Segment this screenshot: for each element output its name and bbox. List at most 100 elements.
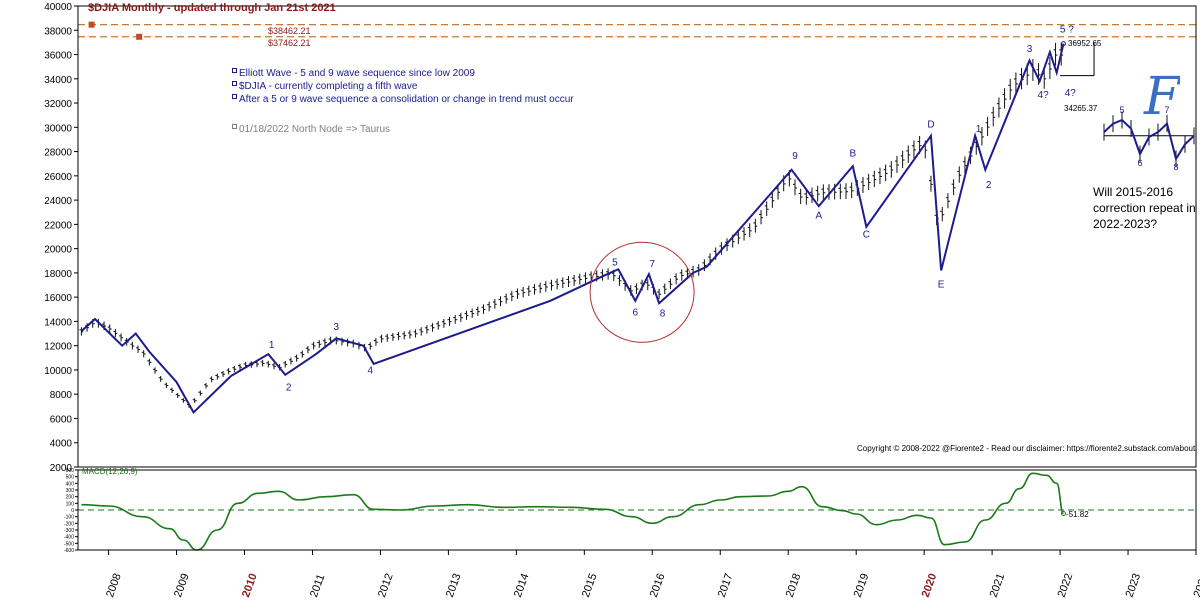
x-tick-label: 2009: [172, 572, 192, 599]
wave-label: 5: [612, 258, 618, 269]
inset-wave-label: 5: [1119, 105, 1124, 115]
macd-y-tick-label: 300: [66, 488, 75, 494]
macd-y-tick-label: 0: [71, 508, 74, 514]
y-tick-label: 6000: [50, 414, 73, 425]
macd-y-tick-label: 200: [66, 495, 75, 501]
price-high-label: 36952.65: [1068, 39, 1102, 48]
price-low-label: 34265.37: [1064, 104, 1098, 113]
x-tick-label: 2013: [444, 572, 464, 599]
x-tick-label: 2015: [580, 572, 600, 599]
y-tick-label: 4000: [50, 439, 73, 450]
wave-label: 8: [660, 309, 666, 320]
macd-y-tick-label: -300: [64, 528, 74, 534]
wave-labels: 1 2 3 4 5 6 7 8 9 A B C D E 1 2 3 4? 5 ? 4?: [269, 25, 1076, 394]
y-tick-label: 28000: [44, 148, 72, 159]
x-tick-label: 2010: [240, 572, 260, 599]
wave-line: [80, 43, 1065, 415]
chart-title: $DJIA Monthly - updated through Jan 21st…: [88, 2, 336, 14]
chart-axes: 2000400060008000100001200014000160001800…: [44, 2, 1200, 599]
wave-label: 6: [633, 307, 639, 318]
x-tick-label: 2020: [920, 572, 940, 599]
annotation-north-node: 01/18/2022 North Node => Taurus: [232, 124, 390, 135]
copyright-notice: Copyright © 2008-2022 @Fiorente2 - Read …: [857, 444, 1196, 453]
y-tick-label: 36000: [44, 51, 72, 62]
macd-value-label: -51.82: [1066, 510, 1089, 519]
annotation-elliott-wave: Elliott Wave - 5 and 9 wave sequence sin…: [232, 68, 475, 79]
wave-label: 2: [286, 383, 292, 394]
wave-label: 4?: [1065, 88, 1077, 99]
wave-label: 3: [1027, 44, 1033, 55]
price-frame: [77, 5, 1197, 468]
level-marker: [136, 33, 143, 40]
logo-f-icon: F: [1143, 67, 1182, 127]
macd-y-tick-label: 400: [66, 481, 75, 487]
y-tick-label: 12000: [44, 342, 72, 353]
inset-wave-line: [1103, 118, 1195, 162]
y-tick-label: 8000: [50, 390, 73, 401]
y-tick-label: 10000: [44, 366, 72, 377]
wave-label: 1: [976, 124, 982, 135]
y-tick-label: 20000: [44, 245, 72, 256]
x-tick-label: 2022: [1056, 572, 1076, 599]
macd-y-tick-label: 500: [66, 475, 75, 481]
fiorente-logo: F: [1140, 67, 1182, 128]
x-tick-label: 2011: [308, 573, 327, 599]
correction-circle: [589, 241, 695, 343]
y-tick-label: 2000: [50, 463, 73, 474]
x-tick-label: 2014: [512, 572, 532, 599]
wave-label: 4?: [1038, 90, 1050, 101]
macd-label: MACD(12,26,9): [82, 467, 138, 476]
x-tick-label: 2016: [648, 572, 668, 599]
y-tick-label: 16000: [44, 293, 72, 304]
macd-panel: [78, 472, 1196, 551]
x-tick-label: 2012: [376, 572, 396, 599]
macd-y-tick-label: -200: [64, 521, 74, 527]
y-tick-label: 38000: [44, 26, 72, 37]
macd-y-tick-label: -600: [64, 548, 74, 554]
wave-label: C: [863, 230, 870, 241]
macd-y-tick-label: 600: [66, 468, 75, 474]
wave-label: D: [927, 119, 934, 130]
macd-y-tick-label: -100: [64, 515, 74, 521]
wave-label: A: [815, 210, 822, 221]
inset-question: Will 2015-2016 correction repeat in 2022…: [1093, 185, 1196, 231]
x-tick-label: 2021: [988, 572, 1008, 599]
y-tick-label: 26000: [44, 172, 72, 183]
x-tick-label: 2024: [1192, 572, 1200, 599]
wave-label: 9: [792, 151, 798, 162]
x-tick-label: 2023: [1124, 572, 1144, 599]
y-tick-label: 18000: [44, 269, 72, 280]
y-tick-label: 34000: [44, 75, 72, 86]
inset-wave-label: 6: [1137, 158, 1142, 168]
inset-wave-label: 7: [1164, 105, 1169, 115]
y-tick-label: 22000: [44, 220, 72, 231]
wave-label: B: [849, 148, 856, 159]
inset-wave-label: 8: [1173, 162, 1178, 172]
wave-label: E: [938, 279, 945, 290]
last-high-marker: [1060, 41, 1066, 47]
annotation-fifth-wave: $DJIA - currently completing a fifth wav…: [232, 81, 417, 92]
wave-label: 5 ?: [1060, 25, 1074, 36]
level-label-upper: $38462.21: [268, 26, 311, 36]
y-tick-label: 30000: [44, 123, 72, 134]
macd-y-tick-label: 100: [66, 501, 75, 507]
x-tick-label: 2018: [784, 572, 804, 599]
macd-y-tick-label: -400: [64, 535, 74, 541]
y-tick-label: 40000: [44, 2, 72, 13]
macd-y-tick-label: -500: [64, 541, 74, 547]
inset-wave-sketch: 5 6 7 8: [1103, 105, 1195, 172]
wave-label: 7: [650, 259, 656, 270]
macd-line: [81, 472, 1065, 551]
level-label-lower: $37462.21: [268, 38, 311, 48]
elliott-wave-lines: [80, 41, 1095, 415]
svg-text:F: F: [1143, 68, 1180, 127]
y-tick-label: 32000: [44, 99, 72, 110]
horizontal-levels: [78, 21, 1196, 40]
wave-label: 3: [333, 322, 339, 333]
annotation-consolidation: After a 5 or 9 wave sequence a consolida…: [232, 94, 574, 105]
wave-label: 2: [986, 180, 992, 191]
y-tick-label: 14000: [44, 317, 72, 328]
y-tick-label: 24000: [44, 196, 72, 207]
x-tick-label: 2008: [104, 572, 124, 599]
